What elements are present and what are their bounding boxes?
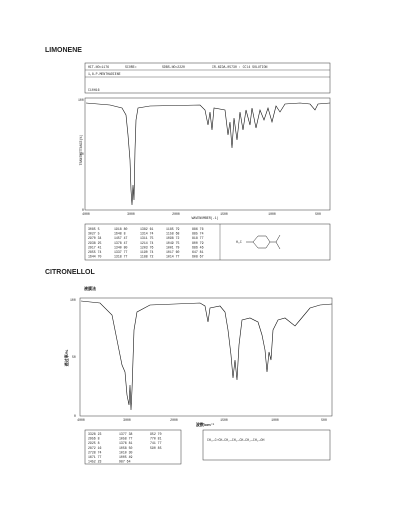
peak-cell: 3328 23 [88,432,101,436]
limonene: LIMONENE HIT-NO=1176 SCORE= SDBS-NO=2220… [45,47,331,261]
peak-cell: 885 74 [192,232,204,236]
peak-cell: 1318 77 [114,255,127,259]
header-box [84,62,331,94]
peak-cell: 741 77 [150,441,162,445]
header: HIT-NO=1176 [88,65,109,69]
y-label: TRANSMITTANCE(%) [79,135,83,166]
peak-table: 3328 23 1377 38 952 70 2956 8 1058 77 770 81 2… [88,432,162,464]
peak-cell: 2872 16 [88,446,101,450]
peak-cell: 647 81 [192,250,204,254]
peak-cell: 1311 75 [140,236,153,240]
peak-cell: 1185 79 [166,227,179,231]
x-tick: 1500 [220,418,228,422]
peak-cell: 770 81 [150,437,162,441]
peak-cell: 1340 80 [114,245,127,249]
y-label: 透过率/% [63,349,69,366]
peak-cell: 1158 68 [166,232,179,236]
peak-cell: 608 67 [192,255,204,259]
peak-cell: 3085 5 [88,227,100,231]
peak-cell: 1314 74 [140,232,153,236]
peak-cell: 1457 47 [114,236,127,240]
peak-cell: 1671 77 [88,455,101,459]
peak-cell: 800 79 [192,241,204,245]
method: 液膜法 [84,285,96,291]
peak-cell: 1376 81 [119,441,132,445]
peak-cell: 2938 25 [88,241,101,245]
peak-cell: 1377 38 [119,432,132,436]
peak-cell: 1005 49 [119,455,132,459]
peak-cell: 1017 60 [166,250,179,254]
plot-frame [79,297,333,417]
peak-cell: 1188 72 [140,255,153,259]
y-tick: 100 [70,298,76,302]
x-tick: 1000 [268,212,276,216]
y-tick: 50 [80,152,84,156]
peak-cell: 2970 34 [88,236,101,240]
peak-cell: 987 64 [119,460,131,464]
x-label: WAVENUMBER(-1) [192,216,219,220]
peak-cell: 1378 47 [114,241,127,245]
header: SDBS-NO=2220 [162,65,185,69]
peak-cell: 818 77 [192,236,204,240]
peak-table: 3085 5 1918 80 1382 61 1185 79 886 76 3027 5 1… [88,227,204,259]
y-tick: 100 [78,98,84,102]
peak-cell: 2925 8 [88,441,100,445]
spectrum [80,300,333,411]
section-title: CITRONELLOL [45,269,95,276]
x-tick: 4000 [77,418,85,422]
structure [246,234,281,250]
structure-label: CH₃—C═CH—CH₂—CH₂—CH—CH₂—CH₂—OH [207,438,264,442]
peak-cell: 1190 74 [140,250,153,254]
y-tick: 0 [74,414,76,418]
peak-cell: 1382 61 [140,227,153,231]
x-tick: 3000 [123,418,131,422]
citronellol: CITRONELLOL 液膜法 100 50 0 透过率/% 4000 3000… [45,269,333,465]
structure-label: H₃C [236,240,242,244]
x-tick: 2000 [172,212,180,216]
plot-frame [84,97,331,211]
peak-cell: 1058 50 [119,446,132,450]
header: SCORE= [125,65,137,69]
peak-cell: 1918 80 [114,227,127,231]
peak-cell: 2855 74 [88,250,101,254]
formula: C10H16 [88,88,100,92]
peak-cell: 1452 23 [88,460,101,464]
peak-cell: 1214 74 [140,241,153,245]
y-tick: 0 [82,208,84,212]
peak-cell: 1001 79 [166,245,179,249]
peak-cell: 952 70 [150,432,162,436]
x-tick: 500 [315,212,321,216]
x-tick: 500 [321,418,327,422]
x-label: 波数/cm⁻¹ [196,421,215,427]
peak-cell: 2956 8 [88,437,100,441]
header: IR-NIDA-05730 : CCl4 SOLUTION [212,65,268,69]
x-tick: 2000 [170,418,178,422]
section-title: LIMONENE [45,47,82,54]
peak-cell: 1203 76 [140,245,153,249]
peak-cell: 590 85 [150,446,162,450]
x-tick: 1000 [271,418,279,422]
peak-cell: 2917 41 [88,245,101,249]
x-tick: 1500 [220,212,228,216]
peak-cell: 2728 74 [88,450,101,454]
peak-cell: 1014 77 [166,255,179,259]
spectrum [85,102,331,206]
peak-cell: 686 46 [192,245,204,249]
peak-cell: 1010 30 [119,450,132,454]
peak-cell: 1644 70 [88,255,101,259]
peak-cell: 3027 5 [88,232,100,236]
peak-cell: 1337 77 [114,250,127,254]
compound: 1,8-P-MENTHADIENE [88,72,121,76]
peak-cell: 1058 77 [119,437,132,441]
y-tick: 50 [72,355,76,359]
x-tick: 3000 [127,212,135,216]
peak-cell: 1098 72 [166,236,179,240]
peak-cell: 1648 8 [114,232,126,236]
peak-cell: 1049 75 [166,241,179,245]
peak-cell: 886 76 [192,227,204,231]
x-tick: 4000 [82,212,90,216]
